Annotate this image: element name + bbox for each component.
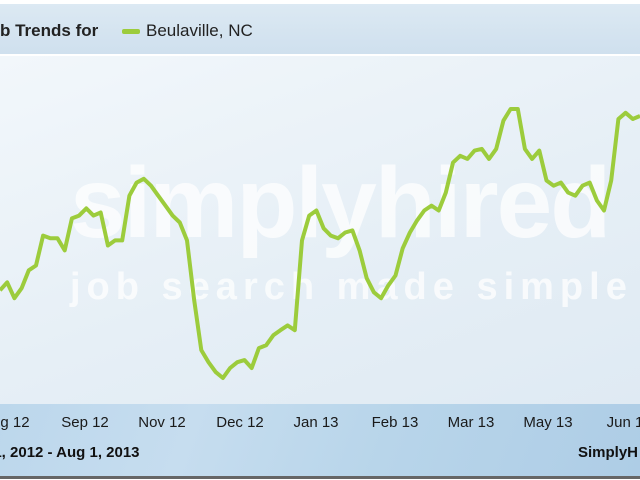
chart-title: b Trends for <box>0 21 99 40</box>
brand-label[interactable]: SimplyH <box>578 444 639 461</box>
plot-area: simplyhired job search made simple <box>0 56 640 404</box>
legend-item: Beulaville, NC <box>122 21 253 41</box>
date-range: g 1, 2012 - Aug 1, 2013 <box>0 444 140 461</box>
x-tick-label: Feb 13 <box>371 414 419 431</box>
x-tick-label: Jun 1 <box>606 414 640 431</box>
x-tick-label: Mar 13 <box>447 414 495 431</box>
x-tick-label: g 12 <box>0 414 30 431</box>
x-tick-label: Jan 13 <box>293 414 339 431</box>
x-tick-label: Dec 12 <box>216 414 264 431</box>
series-line-beulaville <box>0 107 640 380</box>
line-chart <box>0 107 640 380</box>
watermark-logo: simplyhired <box>70 147 611 259</box>
x-tick-label: Sep 12 <box>61 414 109 431</box>
x-tick-label: Nov 12 <box>138 414 186 431</box>
chart-header: b Trends for Beulaville, NC <box>0 4 640 54</box>
x-tick-label: May 13 <box>523 414 573 431</box>
legend-swatch <box>122 28 140 34</box>
watermark-tagline: job search made simple <box>70 266 633 308</box>
chart-footer: g 12 Sep 12 Nov 12 Dec 12 Jan 13 Feb 13 Mar 13… <box>0 404 640 479</box>
legend-label: Beulaville, NC <box>146 21 253 40</box>
